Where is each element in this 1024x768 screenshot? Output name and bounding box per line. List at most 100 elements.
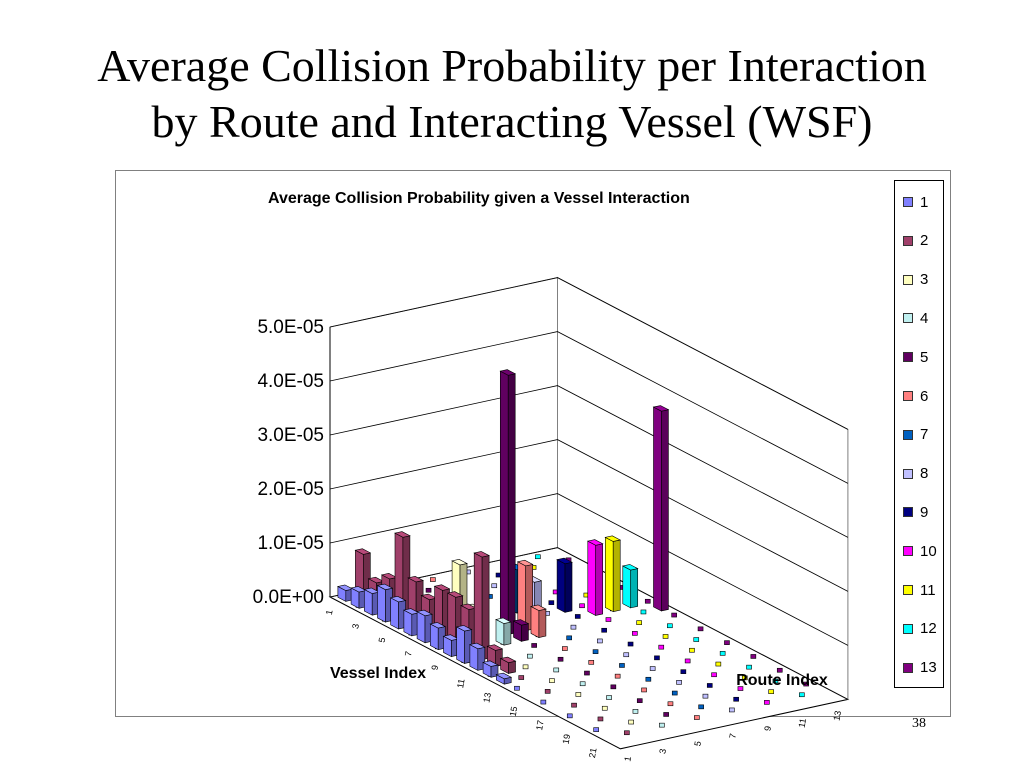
legend-item: 1 xyxy=(903,193,928,211)
bar xyxy=(516,559,534,632)
bar-front-face xyxy=(416,611,426,644)
vessel-tick-label: 1 xyxy=(324,609,335,616)
floor-marker xyxy=(632,709,639,714)
floor-marker xyxy=(491,583,498,589)
bar-top-face xyxy=(482,660,499,667)
bar-top-face xyxy=(433,584,451,591)
floor-marker xyxy=(601,705,608,711)
floor-marker xyxy=(693,637,700,642)
bar-side-face xyxy=(538,608,547,638)
bar-front-face xyxy=(622,565,632,609)
floor-marker xyxy=(614,673,621,679)
z-gridline xyxy=(329,331,849,484)
bar xyxy=(652,405,670,612)
bar xyxy=(604,535,622,613)
floor-marker xyxy=(750,654,757,659)
z-tick-label: 3.0E-05 xyxy=(257,425,324,446)
legend-label: 2 xyxy=(920,232,929,250)
floor-marker xyxy=(557,656,564,662)
floor-marker xyxy=(601,627,607,633)
floor-marker xyxy=(592,649,599,654)
vessel-axis-title: Vessel Index xyxy=(330,665,426,682)
bar-top-face xyxy=(512,619,530,626)
z-tick-label: 0.0E+00 xyxy=(253,587,324,608)
bar-top-face xyxy=(516,559,534,567)
floor-marker xyxy=(610,684,617,690)
bar-front-face xyxy=(403,609,413,637)
legend-label: 6 xyxy=(920,387,929,405)
floor-marker xyxy=(641,687,647,693)
bar xyxy=(530,604,547,639)
floor-marker xyxy=(544,689,551,694)
legend-item: 9 xyxy=(903,503,928,521)
floor-marker xyxy=(662,634,669,639)
z-gridline xyxy=(329,385,849,538)
route-tick-label: 13 xyxy=(832,710,844,722)
legend-swatch xyxy=(903,662,913,673)
vessel-tick-label: 11 xyxy=(455,678,466,689)
floor-marker xyxy=(689,647,695,653)
bar xyxy=(376,583,394,623)
bar-top-face xyxy=(446,591,464,598)
route-tick-label: 3 xyxy=(657,748,668,755)
floor-marker xyxy=(597,638,603,644)
bar-top-face xyxy=(530,604,547,611)
floor-marker xyxy=(566,713,573,719)
legend-label: 4 xyxy=(920,309,929,327)
floor-marker xyxy=(535,554,541,560)
floor-marker xyxy=(636,698,643,703)
bar-top-face xyxy=(499,656,517,663)
floor-marker xyxy=(729,707,735,713)
legend-item: 11 xyxy=(903,581,936,599)
floor-marker xyxy=(799,692,805,698)
legend-label: 7 xyxy=(920,426,929,444)
floor-marker xyxy=(425,587,432,593)
vessel-tick-label: 21 xyxy=(587,747,599,759)
bars xyxy=(337,369,670,685)
legend-swatch xyxy=(903,391,913,401)
legend-item: 13 xyxy=(903,659,937,677)
bar xyxy=(512,619,530,642)
legend-item: 6 xyxy=(903,387,928,405)
floor-marker xyxy=(733,696,739,702)
floor-marker xyxy=(548,600,555,605)
bar-side-face xyxy=(564,561,573,613)
vessel-tick-label: 13 xyxy=(481,692,493,704)
floor-marker xyxy=(768,689,774,694)
bar-top-face xyxy=(451,559,468,566)
bar-side-face xyxy=(508,660,516,674)
z-gridline xyxy=(329,277,849,430)
bar-front-face xyxy=(495,618,505,646)
floor-marker xyxy=(562,646,568,651)
bar-side-face xyxy=(481,555,490,661)
bar-top-face xyxy=(499,369,517,376)
floor-marker xyxy=(430,577,436,582)
bar-top-face xyxy=(416,609,433,617)
floor-marker xyxy=(553,667,560,673)
vessel-tick-label: 9 xyxy=(429,664,440,671)
bar-side-face xyxy=(630,568,639,609)
floor-marker xyxy=(684,658,691,664)
bar-top-face xyxy=(586,539,604,546)
floor-marker xyxy=(588,660,595,665)
bar xyxy=(354,548,372,599)
floor-marker xyxy=(574,614,581,619)
bar xyxy=(389,596,407,630)
z-gridline xyxy=(329,439,849,592)
bar xyxy=(556,557,573,613)
bar-top-face xyxy=(621,564,639,571)
floor-marker xyxy=(571,702,577,708)
floor-marker xyxy=(575,692,582,697)
z-gridline xyxy=(329,493,849,646)
bar-top-face xyxy=(354,548,372,555)
bar-front-face xyxy=(653,406,662,612)
legend-item: 8 xyxy=(903,465,928,483)
vessel-tick-label: 17 xyxy=(534,719,546,731)
floor-marker xyxy=(697,626,704,632)
bar-top-face xyxy=(469,642,486,650)
bar xyxy=(621,564,639,609)
floor-marker xyxy=(644,598,651,604)
bar xyxy=(469,642,486,671)
legend-item: 2 xyxy=(903,232,928,250)
bar xyxy=(363,587,381,616)
